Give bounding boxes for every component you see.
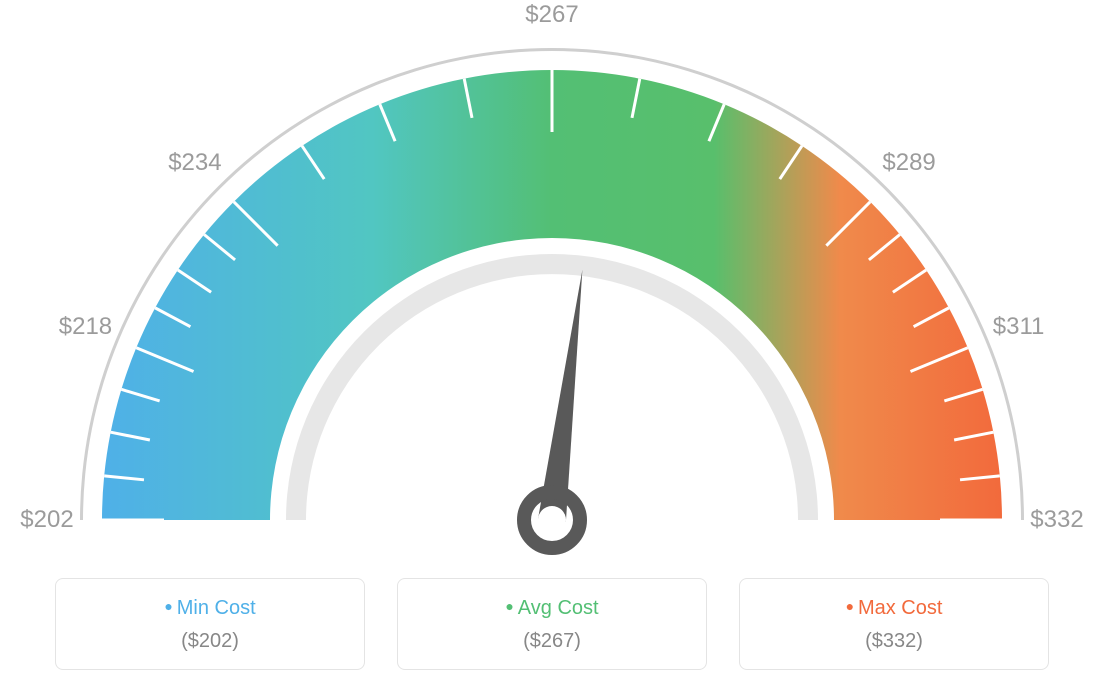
legend-card-max: Max Cost ($332) <box>739 578 1049 670</box>
legend-card-min: Min Cost ($202) <box>55 578 365 670</box>
gauge-svg <box>0 0 1104 580</box>
gauge-tick-label: $202 <box>20 506 73 534</box>
gauge-tick-label: $267 <box>525 1 578 29</box>
gauge-tick-label: $289 <box>882 149 935 177</box>
legend-min-label: Min Cost <box>66 597 354 620</box>
legend-avg-value: ($267) <box>408 630 696 653</box>
legend-max-label: Max Cost <box>750 597 1038 620</box>
cost-gauge-chart: $202 $218 $234 $267 $289 $311 $332 <box>0 0 1104 580</box>
gauge-tick-label: $234 <box>168 149 221 177</box>
legend-avg-label: Avg Cost <box>408 597 696 620</box>
legend-max-value: ($332) <box>750 630 1038 653</box>
legend-row: Min Cost ($202) Avg Cost ($267) Max Cost… <box>0 578 1104 670</box>
gauge-tick-label: $311 <box>993 313 1045 341</box>
legend-min-value: ($202) <box>66 630 354 653</box>
legend-card-avg: Avg Cost ($267) <box>397 578 707 670</box>
gauge-tick-label: $218 <box>59 313 112 341</box>
gauge-tick-label: $332 <box>1030 506 1083 534</box>
